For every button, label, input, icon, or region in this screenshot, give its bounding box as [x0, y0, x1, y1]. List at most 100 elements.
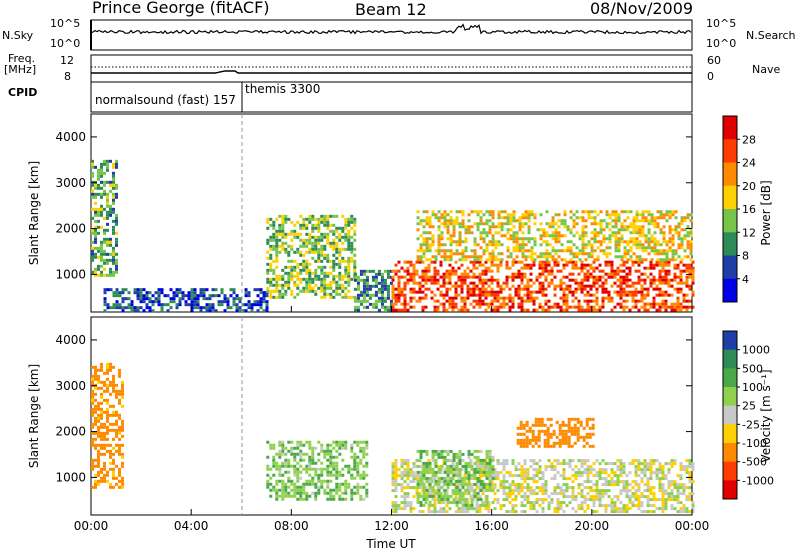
- data-cell: [551, 249, 555, 253]
- data-cell: [647, 246, 651, 250]
- data-cell: [109, 413, 112, 417]
- data-cell: [514, 504, 518, 508]
- data-cell: [686, 234, 690, 238]
- data-cell: [284, 494, 288, 498]
- data-cell: [475, 504, 479, 508]
- data-cell: [419, 249, 423, 253]
- data-cell: [247, 306, 251, 310]
- data-cell: [680, 258, 684, 262]
- data-cell: [439, 501, 443, 505]
- data-cell: [503, 216, 507, 220]
- data-cell: [476, 255, 480, 259]
- data-cell: [668, 258, 672, 262]
- data-cell: [628, 278, 632, 282]
- data-cell: [656, 222, 660, 226]
- data-cell: [535, 510, 539, 514]
- data-cell: [647, 219, 651, 223]
- data-cell: [305, 289, 309, 293]
- data-cell: [488, 482, 492, 486]
- data-cell: [569, 240, 573, 244]
- data-cell: [400, 465, 404, 469]
- data-cell: [668, 240, 672, 244]
- data-cell: [341, 226, 345, 230]
- data-cell: [640, 287, 644, 291]
- data-cell: [353, 259, 357, 263]
- data-cell: [109, 365, 112, 369]
- data-cell: [505, 510, 509, 514]
- data-cell: [463, 480, 467, 484]
- data-cell: [485, 452, 489, 456]
- data-cell: [356, 470, 360, 474]
- data-cell: [530, 246, 534, 250]
- data-cell: [632, 231, 636, 235]
- data-cell: [685, 468, 689, 472]
- data-cell: [329, 470, 333, 474]
- data-cell: [311, 226, 315, 230]
- data-cell: [592, 498, 596, 502]
- data-cell: [626, 216, 630, 220]
- data-cell: [637, 281, 641, 285]
- data-cell: [541, 287, 545, 291]
- data-cell: [610, 510, 614, 514]
- data-cell: [593, 249, 597, 253]
- data-cell: [226, 300, 230, 304]
- data-cell: [329, 241, 333, 245]
- data-cell: [112, 261, 115, 265]
- data-cell: [563, 222, 567, 226]
- data-cell: [689, 246, 693, 250]
- data-cell: [485, 222, 489, 226]
- data-cell: [583, 272, 587, 276]
- data-cell: [682, 296, 686, 300]
- data-cell: [658, 269, 662, 273]
- data-cell: [338, 274, 342, 278]
- data-cell: [320, 235, 324, 239]
- data-cell: [525, 444, 529, 448]
- data-cell: [565, 287, 569, 291]
- data-cell: [425, 476, 429, 480]
- y-tick-label: 2000: [55, 425, 86, 439]
- data-cell: [94, 207, 97, 211]
- data-cell: [502, 287, 506, 291]
- data-cell: [178, 300, 182, 304]
- data-cell: [481, 302, 485, 306]
- data-cell: [529, 477, 533, 481]
- data-cell: [608, 228, 612, 232]
- data-cell: [208, 297, 212, 301]
- data-cell: [91, 401, 94, 405]
- data-cell: [653, 237, 657, 241]
- data-cell: [616, 290, 620, 294]
- data-cell: [464, 258, 468, 262]
- data-cell: [473, 488, 477, 492]
- data-cell: [475, 260, 479, 264]
- data-cell: [427, 263, 431, 267]
- data-cell: [311, 458, 315, 462]
- data-cell: [394, 269, 398, 273]
- data-cell: [469, 287, 473, 291]
- data-cell: [302, 467, 306, 471]
- data-cell: [631, 486, 635, 490]
- data-cell: [662, 240, 666, 244]
- data-cell: [115, 231, 118, 235]
- data-cell: [359, 446, 363, 450]
- data-cell: [616, 468, 620, 472]
- data-cell: [365, 443, 369, 447]
- data-cell: [649, 281, 653, 285]
- data-cell: [580, 305, 584, 309]
- data-cell: [100, 207, 103, 211]
- data-cell: [505, 480, 509, 484]
- data-cell: [557, 213, 561, 217]
- data-cell: [479, 461, 483, 465]
- data-cell: [106, 449, 109, 453]
- data-cell: [455, 222, 459, 226]
- data-cell: [275, 277, 279, 281]
- data-cell: [478, 465, 482, 469]
- data-cell: [109, 252, 112, 256]
- data-cell: [649, 305, 653, 309]
- data-cell: [115, 264, 118, 268]
- data-cell: [637, 278, 641, 282]
- data-cell: [467, 231, 471, 235]
- data-cell: [365, 275, 369, 279]
- data-cell: [457, 266, 461, 270]
